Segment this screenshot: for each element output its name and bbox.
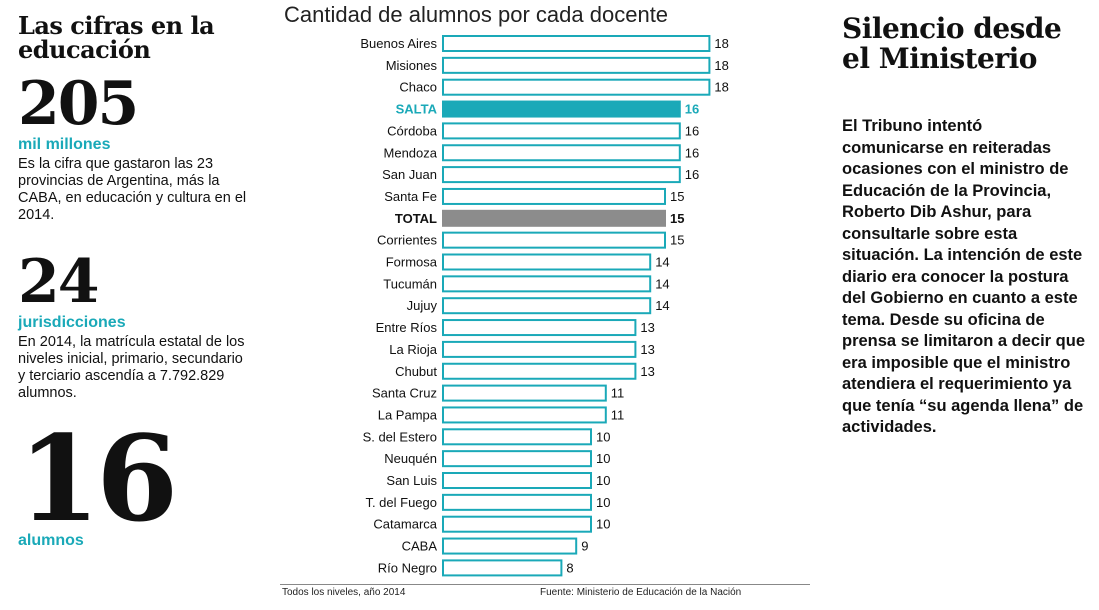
- value-label-catamarca: 10: [596, 517, 610, 532]
- value-label-la-rioja: 13: [640, 342, 654, 357]
- category-label-jujuy: Jujuy: [407, 298, 438, 313]
- stat-number-jurisdictions: 24: [18, 247, 100, 317]
- category-label-buenos-aires: Buenos Aires: [360, 36, 437, 51]
- category-label-entre-r-os: Entre Ríos: [376, 320, 438, 335]
- bar-jujuy: [442, 297, 652, 315]
- category-label-neuqu-n: Neuquén: [384, 451, 437, 466]
- stat-number-spending: 205: [18, 69, 139, 139]
- value-label-corrientes: 15: [670, 233, 684, 248]
- category-label-tucum-n: Tucumán: [383, 276, 437, 291]
- bar-entre-r-os: [442, 319, 637, 337]
- category-label-t-del-fuego: T. del Fuego: [365, 495, 437, 510]
- value-label-santa-cruz: 11: [611, 386, 625, 401]
- value-label-caba: 9: [581, 539, 588, 554]
- value-label-san-juan: 16: [685, 167, 699, 182]
- category-label-chubut: Chubut: [395, 364, 437, 379]
- value-label-t-del-fuego: 10: [596, 495, 610, 510]
- category-label-la-rioja: La Rioja: [389, 342, 437, 357]
- value-label-chubut: 13: [640, 364, 654, 379]
- value-label-santa-fe: 15: [670, 189, 684, 204]
- bar-mendoza: [442, 144, 681, 162]
- left-title: Las cifras en la educación: [18, 11, 215, 64]
- bar-santa-fe: [442, 187, 666, 205]
- bar-santa-cruz: [442, 384, 607, 402]
- bar-chart: Buenos Aires 18 Misiones 18 Chaco 18 SALTA 16 Có…: [360, 35, 729, 577]
- right-body: El Tribuno intentó comunicarse en reiter…: [842, 117, 1086, 436]
- value-label-buenos-aires: 18: [714, 36, 728, 51]
- chart-source: Fuente: Ministerio de Educación de la Na…: [540, 587, 742, 598]
- bar-la-pampa: [442, 406, 607, 424]
- bar-neuqu-n: [442, 450, 592, 468]
- stat-text-jurisdictions: En 2014, la matrícula estatal de los niv…: [18, 334, 245, 401]
- bar-chaco: [442, 78, 711, 96]
- bar-r-o-negro: [442, 559, 563, 577]
- bar-salta: [442, 100, 681, 118]
- category-label-la-pampa: La Pampa: [378, 407, 438, 422]
- category-label-mendoza: Mendoza: [384, 145, 438, 160]
- bar-caba: [442, 537, 578, 555]
- value-label-r-o-negro: 8: [566, 560, 573, 575]
- category-label-s-del-estero: S. del Estero: [363, 429, 437, 444]
- value-label-jujuy: 14: [655, 298, 669, 313]
- bar-buenos-aires: [442, 35, 711, 52]
- category-label-total: TOTAL: [395, 211, 437, 226]
- value-label-entre-r-os: 13: [640, 320, 654, 335]
- category-label-c-rdoba: Córdoba: [387, 123, 438, 138]
- value-label-chaco: 18: [714, 80, 728, 95]
- value-label-tucum-n: 14: [655, 276, 669, 291]
- category-label-corrientes: Corrientes: [377, 233, 437, 248]
- right-column: Silencio desde el Ministerio El Tribuno …: [842, 14, 1092, 439]
- stat-text-spending: Es la cifra que gastaron las 23 provinci…: [18, 156, 247, 223]
- value-label-neuqu-n: 10: [596, 451, 610, 466]
- bar-formosa: [442, 253, 652, 271]
- value-label-salta: 16: [685, 102, 699, 117]
- chart-title: Cantidad de alumnos por cada docente: [284, 2, 669, 27]
- bar-san-juan: [442, 166, 681, 184]
- category-label-caba: CABA: [402, 539, 438, 554]
- stat-unit-jurisdictions: jurisdicciones: [18, 314, 126, 331]
- category-label-chaco: Chaco: [399, 80, 437, 95]
- category-label-formosa: Formosa: [386, 255, 438, 270]
- bar-misiones: [442, 56, 711, 74]
- bar-total: [442, 209, 666, 227]
- value-label-la-pampa: 11: [611, 407, 625, 422]
- stat-unit-students: alumnos: [18, 532, 84, 549]
- bar-chubut: [442, 362, 637, 380]
- category-label-misiones: Misiones: [386, 58, 438, 73]
- stat-number-students: 16: [18, 409, 178, 548]
- category-label-salta: SALTA: [396, 102, 438, 117]
- value-label-mendoza: 16: [685, 145, 699, 160]
- bar-c-rdoba: [442, 122, 681, 140]
- bar-tucum-n: [442, 275, 652, 293]
- value-label-misiones: 18: [714, 58, 728, 73]
- category-label-santa-fe: Santa Fe: [384, 189, 437, 204]
- bar-san-luis: [442, 472, 592, 489]
- right-title: Silencio desde el Ministerio: [842, 12, 1062, 75]
- stat-unit-spending: mil millones: [18, 136, 111, 153]
- value-label-san-luis: 10: [596, 473, 610, 488]
- value-label-total: 15: [670, 211, 684, 226]
- category-label-san-luis: San Luis: [386, 473, 437, 488]
- chart-footnote: Todos los niveles, año 2014: [282, 587, 406, 598]
- value-label-s-del-estero: 10: [596, 429, 610, 444]
- value-label-c-rdoba: 16: [685, 123, 699, 138]
- bar-catamarca: [442, 515, 592, 533]
- bar-corrientes: [442, 231, 666, 249]
- category-label-san-juan: San Juan: [382, 167, 437, 182]
- bar-la-rioja: [442, 340, 637, 358]
- bar-t-del-fuego: [442, 493, 592, 511]
- bar-s-del-estero: [442, 428, 592, 446]
- value-label-formosa: 14: [655, 255, 669, 270]
- chart-divider: [280, 584, 810, 585]
- category-label-santa-cruz: Santa Cruz: [372, 386, 437, 401]
- category-label-r-o-negro: Río Negro: [378, 560, 437, 575]
- category-label-catamarca: Catamarca: [373, 517, 437, 532]
- left-column: Las cifras en la educación 205 mil millo…: [18, 14, 268, 550]
